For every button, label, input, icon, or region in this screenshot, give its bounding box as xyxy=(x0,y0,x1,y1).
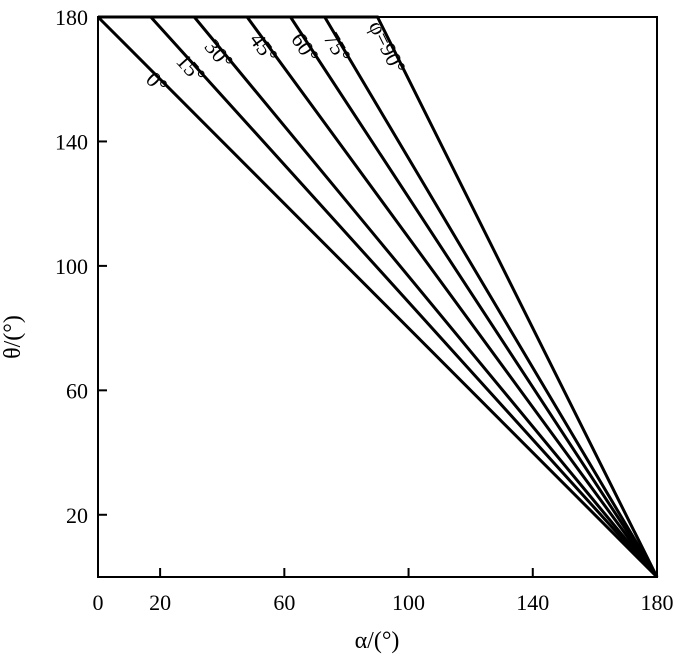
series-labels: 0°15°30° 45° 60°75° φ=90° xyxy=(141,16,411,98)
x-tick-label: 140 xyxy=(516,590,549,615)
y-tick-label: 20 xyxy=(66,503,88,528)
axis-ticks xyxy=(97,16,658,577)
series-label: 0° xyxy=(141,67,173,99)
y-tick-label: 140 xyxy=(55,129,88,154)
series-lines xyxy=(96,15,659,579)
x-tick-label: 20 xyxy=(149,590,171,615)
series-line xyxy=(96,15,659,579)
y-tick-label: 100 xyxy=(55,254,88,279)
series-label: 45° xyxy=(245,28,283,68)
y-tick-labels: 20 60 100 140 180 xyxy=(55,5,88,528)
y-tick-label: 180 xyxy=(55,5,88,30)
series-label: φ=90° xyxy=(364,16,411,77)
x-tick-labels: 0 20 60 100 140 180 xyxy=(93,590,674,615)
x-tick-label: 180 xyxy=(641,590,674,615)
y-axis-title: θ/(°) xyxy=(0,315,26,359)
x-tick-label: 60 xyxy=(273,590,295,615)
x-tick-label: 0 xyxy=(93,590,104,615)
y-tick-label: 60 xyxy=(66,378,88,403)
x-tick-label: 100 xyxy=(392,590,425,615)
series-line xyxy=(98,15,659,578)
x-axis-title: α/(°) xyxy=(355,628,400,654)
